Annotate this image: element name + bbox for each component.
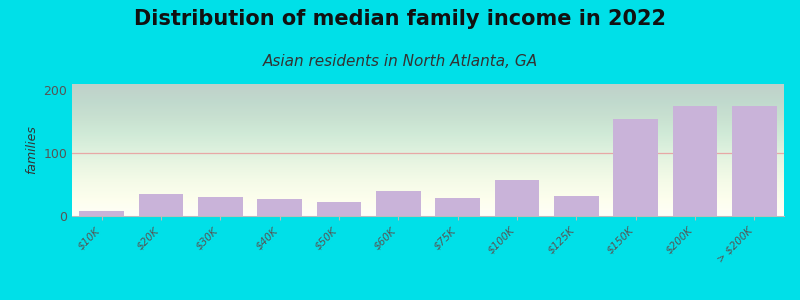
Text: Asian residents in North Atlanta, GA: Asian residents in North Atlanta, GA <box>262 54 538 69</box>
Bar <box>79 211 124 216</box>
Bar <box>317 202 362 216</box>
Bar <box>554 196 598 216</box>
Bar <box>732 106 777 216</box>
Bar <box>138 194 183 216</box>
Bar <box>673 106 718 216</box>
Bar <box>258 199 302 216</box>
Bar <box>614 118 658 216</box>
Bar <box>435 198 480 216</box>
Bar <box>376 191 421 216</box>
Bar <box>198 197 242 216</box>
Y-axis label: families: families <box>25 126 38 174</box>
Text: Distribution of median family income in 2022: Distribution of median family income in … <box>134 9 666 29</box>
Bar <box>494 179 539 216</box>
